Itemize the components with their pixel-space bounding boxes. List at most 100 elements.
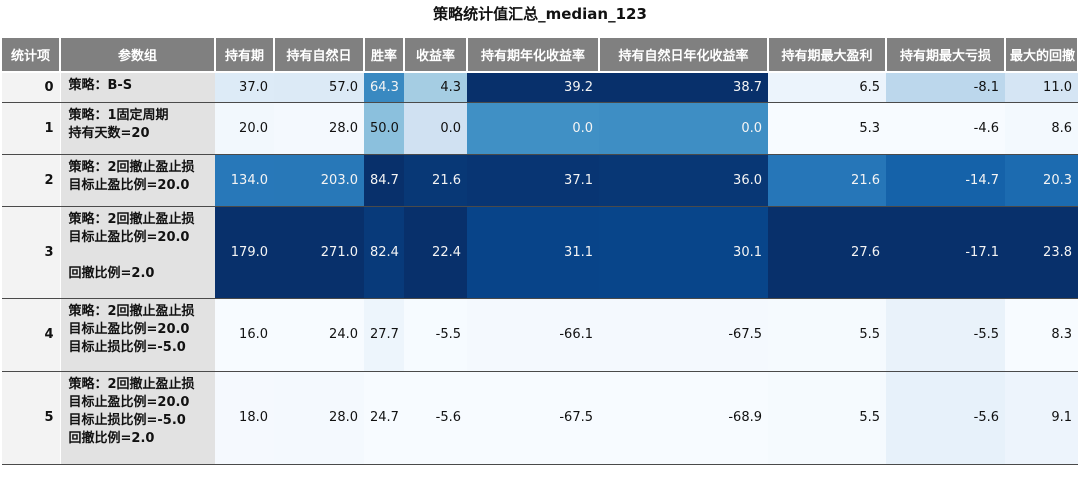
value-cell: 8.3: [1005, 298, 1078, 372]
table-row: 0 策略：B-S 37.0 57.0 64.3 4.3 39.2 38.7 6.5 -8.1 11.…: [2, 72, 1078, 103]
param-line: 目标止盈比例=20.0: [68, 229, 190, 245]
value-cell: 0.0: [467, 102, 599, 155]
param-line: 目标止盈比例=20.0: [68, 177, 190, 193]
param-cell: 策略：2回撤止盈止损 目标止盈比例=20.0 目标止损比例=-5.0: [60, 298, 215, 372]
column-header: 胜率: [364, 38, 405, 73]
param-cell: 策略：1固定周期 持有天数=20: [60, 102, 215, 155]
value-cell: 37.0: [215, 72, 274, 103]
value-cell: 84.7: [364, 154, 404, 207]
row-index: 4: [2, 298, 61, 372]
param-line: 策略：2回撤止盈止损: [68, 211, 195, 227]
column-header: 持有自然日年化收益率: [599, 38, 769, 73]
value-cell: 31.1: [467, 206, 599, 299]
value-cell: 8.6: [1005, 102, 1078, 155]
table-header-row: 统计项 参数组 持有期 持有自然日 胜率 收益率 持有期年化收益率 持有自然日年化收益率 持有期…: [2, 38, 1079, 73]
param-line: 回撤比例=2.0: [68, 265, 155, 281]
value-cell: 28.0: [274, 102, 364, 155]
value-cell: 64.3: [364, 72, 404, 103]
value-cell: 39.2: [467, 72, 599, 103]
value-cell: 6.5: [768, 72, 886, 103]
param-line: 策略：2回撤止盈止损: [68, 303, 195, 319]
value-cell: -5.6: [404, 371, 467, 465]
value-cell: 38.7: [599, 72, 768, 103]
table-row: 1 策略：1固定周期 持有天数=20 20.0 28.0 50.0 0.0 0.0 0.0 5.3…: [2, 102, 1078, 155]
stats-table: 统计项 参数组 持有期 持有自然日 胜率 收益率 持有期年化收益率 持有自然日年化收益率 持有期…: [2, 38, 1079, 465]
column-header: 持有期年化收益率: [467, 38, 600, 73]
value-cell: 27.7: [364, 298, 404, 372]
value-cell: 36.0: [599, 154, 768, 207]
row-index: 2: [2, 154, 61, 207]
value-cell: 203.0: [274, 154, 364, 207]
value-cell: 16.0: [215, 298, 274, 372]
param-line: 回撤比例=2.0: [68, 430, 155, 446]
value-cell: 0.0: [404, 102, 467, 155]
value-cell: 82.4: [364, 206, 404, 299]
value-cell: 37.1: [467, 154, 599, 207]
value-cell: 271.0: [274, 206, 364, 299]
value-cell: 5.3: [768, 102, 886, 155]
column-header: 参数组: [60, 38, 216, 73]
value-cell: -5.5: [886, 298, 1005, 372]
value-cell: 24.0: [274, 298, 364, 372]
value-cell: 50.0: [364, 102, 404, 155]
value-cell: 11.0: [1005, 72, 1078, 103]
param-line: 目标止盈比例=20.0: [68, 321, 190, 337]
value-cell: -5.6: [886, 371, 1005, 465]
value-cell: 22.4: [404, 206, 467, 299]
param-line: 持有天数=20: [68, 125, 150, 141]
value-cell: -14.7: [886, 154, 1005, 207]
value-cell: 57.0: [274, 72, 364, 103]
column-header: 收益率: [404, 38, 468, 73]
table-body: 0 策略：B-S 37.0 57.0 64.3 4.3 39.2 38.7 6.5 -8.1 11.…: [2, 72, 1078, 465]
column-header: 持有期最大亏损: [886, 38, 1006, 73]
row-index: 3: [2, 206, 61, 299]
param-cell: 策略：2回撤止盈止损 目标止盈比例=20.0 回撤比例=2.0: [60, 206, 215, 299]
value-cell: 20.0: [215, 102, 274, 155]
value-cell: 24.7: [364, 371, 404, 465]
param-line: 策略：2回撤止盈止损: [68, 376, 195, 392]
value-cell: -4.6: [886, 102, 1005, 155]
row-index: 5: [2, 371, 61, 465]
value-cell: -67.5: [599, 298, 768, 372]
value-cell: 27.6: [768, 206, 886, 299]
value-cell: -67.5: [467, 371, 599, 465]
table-row: 5 策略：2回撤止盈止损 目标止盈比例=20.0 目标止损比例=-5.0 回撤比例=2.…: [2, 371, 1078, 465]
table-row: 3 策略：2回撤止盈止损 目标止盈比例=20.0 回撤比例=2.0 179.0 271.0…: [2, 206, 1078, 299]
value-cell: 18.0: [215, 371, 274, 465]
value-cell: -17.1: [886, 206, 1005, 299]
value-cell: 5.5: [768, 298, 886, 372]
value-cell: 30.1: [599, 206, 768, 299]
value-cell: -66.1: [467, 298, 599, 372]
table-row: 2 策略：2回撤止盈止损 目标止盈比例=20.0 134.0 203.0 84.7 21.6…: [2, 154, 1078, 207]
row-index: 0: [2, 72, 61, 103]
param-line: 目标止损比例=-5.0: [68, 339, 186, 355]
value-cell: 20.3: [1005, 154, 1078, 207]
value-cell: -68.9: [599, 371, 768, 465]
param-line: 策略：1固定周期: [68, 107, 169, 123]
value-cell: 179.0: [215, 206, 274, 299]
value-cell: 21.6: [768, 154, 886, 207]
value-cell: 5.5: [768, 371, 886, 465]
column-header: 持有自然日: [274, 38, 365, 73]
param-cell: 策略：B-S: [60, 72, 215, 103]
value-cell: 28.0: [274, 371, 364, 465]
param-line: 策略：B-S: [68, 78, 133, 93]
table-title: 策略统计值汇总_median_123: [433, 5, 647, 23]
column-header: 最大的回撤: [1005, 38, 1079, 73]
param-line: [69, 247, 212, 265]
value-cell: 4.3: [404, 72, 467, 103]
param-line: 策略：2回撤止盈止损: [68, 159, 195, 175]
value-cell: 134.0: [215, 154, 274, 207]
param-line: 目标止盈比例=20.0: [68, 394, 190, 410]
value-cell: 0.0: [599, 102, 768, 155]
param-cell: 策略：2回撤止盈止损 目标止盈比例=20.0 目标止损比例=-5.0 回撤比例=2.0: [60, 371, 215, 465]
column-header: 统计项: [2, 38, 61, 73]
value-cell: -5.5: [404, 298, 467, 372]
row-index: 1: [2, 102, 61, 155]
param-line: 目标止损比例=-5.0: [68, 412, 186, 428]
param-cell: 策略：2回撤止盈止损 目标止盈比例=20.0: [60, 154, 215, 207]
value-cell: -8.1: [886, 72, 1005, 103]
value-cell: 23.8: [1005, 206, 1078, 299]
column-header: 持有期最大盈利: [768, 38, 887, 73]
table-row: 4 策略：2回撤止盈止损 目标止盈比例=20.0 目标止损比例=-5.0 16.0 24.…: [2, 298, 1078, 372]
